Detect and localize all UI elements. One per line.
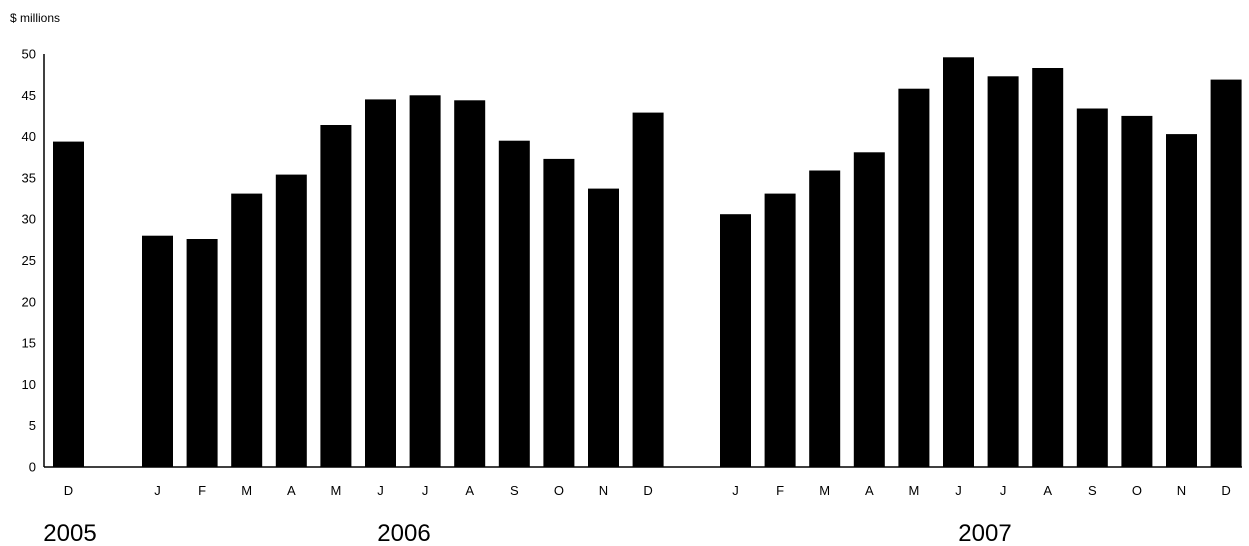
bar-2006-2 — [231, 193, 263, 467]
y-tick-label: 20 — [22, 294, 36, 309]
x-tick-label: D — [64, 483, 73, 498]
bar-2007-1 — [764, 193, 796, 467]
y-tick-label: 25 — [22, 253, 36, 268]
x-tick-label: M — [241, 483, 252, 498]
y-tick-label: 40 — [22, 129, 36, 144]
y-tick-label: 10 — [22, 377, 36, 392]
bar-2007-9 — [1121, 115, 1153, 468]
x-tick-label: A — [1043, 483, 1052, 498]
x-tick-label: N — [599, 483, 608, 498]
x-tick-label: F — [776, 483, 784, 498]
x-tick-label: O — [1132, 483, 1142, 498]
bars — [53, 57, 1242, 468]
x-tick-label: M — [330, 483, 341, 498]
bar-2007-4 — [898, 88, 930, 467]
bar-2006-0 — [142, 235, 173, 467]
x-tick-label: J — [377, 483, 384, 498]
bar-2006-6 — [409, 95, 441, 468]
y-tick-label: 15 — [22, 336, 36, 351]
x-tick-label: S — [510, 483, 519, 498]
bar-2006-11 — [632, 112, 664, 467]
x-tick-label: J — [1000, 483, 1007, 498]
y-tick-label: 0 — [29, 460, 36, 475]
x-tick-label: N — [1177, 483, 1186, 498]
x-tick-label: F — [198, 483, 206, 498]
year-label: 2006 — [377, 520, 430, 546]
bar-2007-2 — [809, 170, 841, 467]
bar-2006-5 — [365, 99, 396, 468]
bar-2006-8 — [498, 140, 530, 467]
x-tick-label: A — [287, 483, 296, 498]
x-tick-label: D — [1221, 483, 1230, 498]
bar-2007-5 — [943, 57, 974, 468]
bar-2006-4 — [320, 125, 352, 467]
year-label: 2005 — [43, 520, 96, 546]
x-tick-label: J — [732, 483, 739, 498]
x-tick-label: J — [955, 483, 962, 498]
bar-2006-3 — [275, 174, 307, 467]
x-tick-label: M — [819, 483, 830, 498]
x-tick-label: A — [865, 483, 874, 498]
year-label: 2007 — [958, 520, 1011, 546]
x-tick-label: S — [1088, 483, 1097, 498]
x-tick-label: J — [422, 483, 429, 498]
x-tick-label: J — [154, 483, 161, 498]
y-tick-label: 5 — [29, 418, 36, 433]
y-tick-label: 30 — [22, 212, 36, 227]
bar-2007-10 — [1166, 134, 1197, 467]
y-axis-unit-label: $ millions — [10, 11, 60, 25]
y-tick-label: 50 — [22, 47, 36, 62]
bar-2007-6 — [987, 76, 1019, 468]
x-tick-label: D — [643, 483, 652, 498]
bar-2007-11 — [1210, 79, 1242, 467]
x-tick-label: O — [554, 483, 564, 498]
bar-2006-9 — [543, 158, 575, 467]
y-tick-label: 35 — [22, 170, 36, 185]
x-tick-label: M — [908, 483, 919, 498]
bar-2005-0 — [53, 141, 84, 467]
bar-2007-0 — [720, 214, 751, 467]
bar-2006-7 — [454, 100, 486, 468]
bar-2007-3 — [853, 152, 885, 468]
x-axis-year-labels: 2005 2006 2007 — [43, 520, 1011, 546]
y-tick-label: 45 — [22, 88, 36, 103]
bar-2006-10 — [588, 188, 619, 467]
bar-2007-7 — [1032, 68, 1064, 467]
x-tick-label: A — [465, 483, 474, 498]
bar-2007-8 — [1076, 108, 1108, 467]
y-axis-ticks: 0 5 10 15 20 25 30 35 40 45 50 — [22, 47, 36, 475]
bar-2006-1 — [186, 239, 218, 467]
